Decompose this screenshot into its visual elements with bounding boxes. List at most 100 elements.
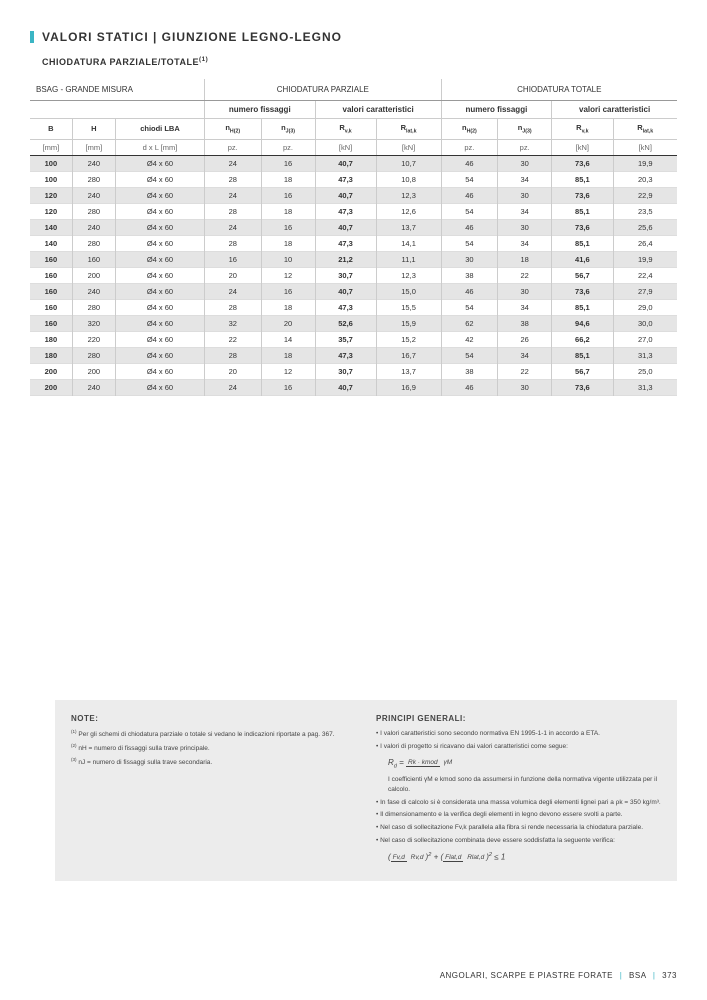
col-hdr: H bbox=[72, 119, 115, 140]
table-row: 200200Ø4 x 60201230,713,7382256,725,0 bbox=[30, 363, 677, 379]
table-cell: 47,3 bbox=[315, 299, 376, 315]
table-cell: 22 bbox=[204, 331, 261, 347]
table-cell: 16 bbox=[261, 379, 315, 395]
sub-hdr-4: valori caratteristici bbox=[552, 101, 677, 119]
table-cell: 30,7 bbox=[315, 267, 376, 283]
principle-bullet: Nel caso di sollecitazione combinata dev… bbox=[384, 836, 661, 846]
table-cell: 12 bbox=[261, 267, 315, 283]
formula-frac: Rk · kmod γM bbox=[406, 759, 454, 766]
table-cell: 160 bbox=[30, 315, 72, 331]
table-cell: 20,3 bbox=[613, 171, 677, 187]
table-row: 140280Ø4 x 60281847,314,1543485,126,4 bbox=[30, 235, 677, 251]
table-cell: 28 bbox=[204, 299, 261, 315]
table-cell: Ø4 x 60 bbox=[115, 187, 204, 203]
formula-den: γM bbox=[441, 759, 454, 766]
notes-heading: NOTE: bbox=[71, 714, 356, 723]
group-hdr-parziale: CHIODATURA PARZIALE bbox=[204, 79, 441, 101]
table-cell: 46 bbox=[441, 283, 498, 299]
principle-bullet: I valori di progetto si ricavano dai val… bbox=[384, 742, 661, 752]
table-cell: Ø4 x 60 bbox=[115, 379, 204, 395]
table-cell: 13,7 bbox=[376, 219, 441, 235]
table-cell: 38 bbox=[441, 363, 498, 379]
table-cell: 28 bbox=[204, 203, 261, 219]
table-cell: 26,4 bbox=[613, 235, 677, 251]
group-hdr-bsag: BSAG - GRANDE MISURA bbox=[30, 79, 204, 101]
unit-hdr: pz. bbox=[204, 139, 261, 155]
unit-hdr: d x L [mm] bbox=[115, 139, 204, 155]
table-cell: 20 bbox=[204, 363, 261, 379]
table-row: 200240Ø4 x 60241640,716,9463073,631,3 bbox=[30, 379, 677, 395]
table-cell: 52,6 bbox=[315, 315, 376, 331]
table-row: 160200Ø4 x 60201230,712,3382256,722,4 bbox=[30, 267, 677, 283]
table-cell: 180 bbox=[30, 331, 72, 347]
table-cell: 140 bbox=[30, 235, 72, 251]
table-row: 180220Ø4 x 60221435,715,2422666,227,0 bbox=[30, 331, 677, 347]
formula-lhs-sub: d bbox=[394, 763, 397, 769]
table-cell: 15,2 bbox=[376, 331, 441, 347]
notes-box: NOTE: (1) Per gli schemi di chiodatura p… bbox=[55, 700, 677, 881]
table-cell: 42 bbox=[441, 331, 498, 347]
table-cell: 100 bbox=[30, 171, 72, 187]
table-cell: 10,8 bbox=[376, 171, 441, 187]
table-cell: 32 bbox=[204, 315, 261, 331]
table-cell: 23,5 bbox=[613, 203, 677, 219]
table-cell: 40,7 bbox=[315, 155, 376, 171]
unit-hdr: [mm] bbox=[30, 139, 72, 155]
table-cell: 66,2 bbox=[552, 331, 613, 347]
table-cell: 200 bbox=[30, 363, 72, 379]
table-cell: 19,9 bbox=[613, 251, 677, 267]
table-cell: 16 bbox=[204, 251, 261, 267]
table-cell: 34 bbox=[498, 203, 552, 219]
table-cell: 12,3 bbox=[376, 187, 441, 203]
table-cell: 280 bbox=[72, 347, 115, 363]
table-cell: Ø4 x 60 bbox=[115, 155, 204, 171]
table-cell: 30 bbox=[498, 155, 552, 171]
table-cell: 160 bbox=[30, 283, 72, 299]
table-cell: 320 bbox=[72, 315, 115, 331]
page-footer: ANGOLARI, SCARPE E PIASTRE FORATE | BSA … bbox=[440, 971, 677, 980]
table-cell: 240 bbox=[72, 379, 115, 395]
table-cell: 15,0 bbox=[376, 283, 441, 299]
table-cell: 73,6 bbox=[552, 187, 613, 203]
table-body: 100240Ø4 x 60241640,710,7463073,619,9100… bbox=[30, 155, 677, 395]
table-cell: 40,7 bbox=[315, 283, 376, 299]
group-hdr-totale: CHIODATURA TOTALE bbox=[441, 79, 677, 101]
table-cell: 46 bbox=[441, 219, 498, 235]
table-cell: Ø4 x 60 bbox=[115, 331, 204, 347]
table-cell: 24 bbox=[204, 219, 261, 235]
table-cell: 160 bbox=[72, 251, 115, 267]
table-cell: 240 bbox=[72, 283, 115, 299]
table-cell: 22 bbox=[498, 363, 552, 379]
table-cell: Ø4 x 60 bbox=[115, 235, 204, 251]
table-cell: 15,9 bbox=[376, 315, 441, 331]
table-cell: 240 bbox=[72, 219, 115, 235]
table-cell: 21,2 bbox=[315, 251, 376, 267]
table-cell: 30 bbox=[498, 283, 552, 299]
table-cell: 62 bbox=[441, 315, 498, 331]
note-item: (1) Per gli schemi di chiodatura parzial… bbox=[71, 729, 356, 740]
unit-hdr: [kN] bbox=[552, 139, 613, 155]
table-cell: 40,7 bbox=[315, 187, 376, 203]
table-cell: 24 bbox=[204, 283, 261, 299]
col-hdr: B bbox=[30, 119, 72, 140]
frac1-num: Fv,d bbox=[391, 854, 407, 862]
table-cell: 29,0 bbox=[613, 299, 677, 315]
table-cell: 46 bbox=[441, 379, 498, 395]
table-cell: 25,6 bbox=[613, 219, 677, 235]
table-cell: 94,6 bbox=[552, 315, 613, 331]
table-cell: Ø4 x 60 bbox=[115, 283, 204, 299]
table-cell: Ø4 x 60 bbox=[115, 203, 204, 219]
table-cell: 47,3 bbox=[315, 203, 376, 219]
data-table: BSAG - GRANDE MISURA CHIODATURA PARZIALE… bbox=[30, 79, 677, 396]
principle-bullet: Il dimensionamento e la verifica degli e… bbox=[384, 810, 661, 820]
table-cell: 14,1 bbox=[376, 235, 441, 251]
table-cell: Ø4 x 60 bbox=[115, 315, 204, 331]
table-cell: 35,7 bbox=[315, 331, 376, 347]
table-cell: 40,7 bbox=[315, 379, 376, 395]
table-cell: 54 bbox=[441, 299, 498, 315]
table-cell: 10,7 bbox=[376, 155, 441, 171]
table-col-header-row: BHchiodi LBAnH(2)nJ(3)Rv,kRlat,knH(2)nJ(… bbox=[30, 119, 677, 140]
formula-num: Rk · kmod bbox=[406, 759, 440, 767]
table-cell: 16,7 bbox=[376, 347, 441, 363]
table-cell: 47,3 bbox=[315, 171, 376, 187]
